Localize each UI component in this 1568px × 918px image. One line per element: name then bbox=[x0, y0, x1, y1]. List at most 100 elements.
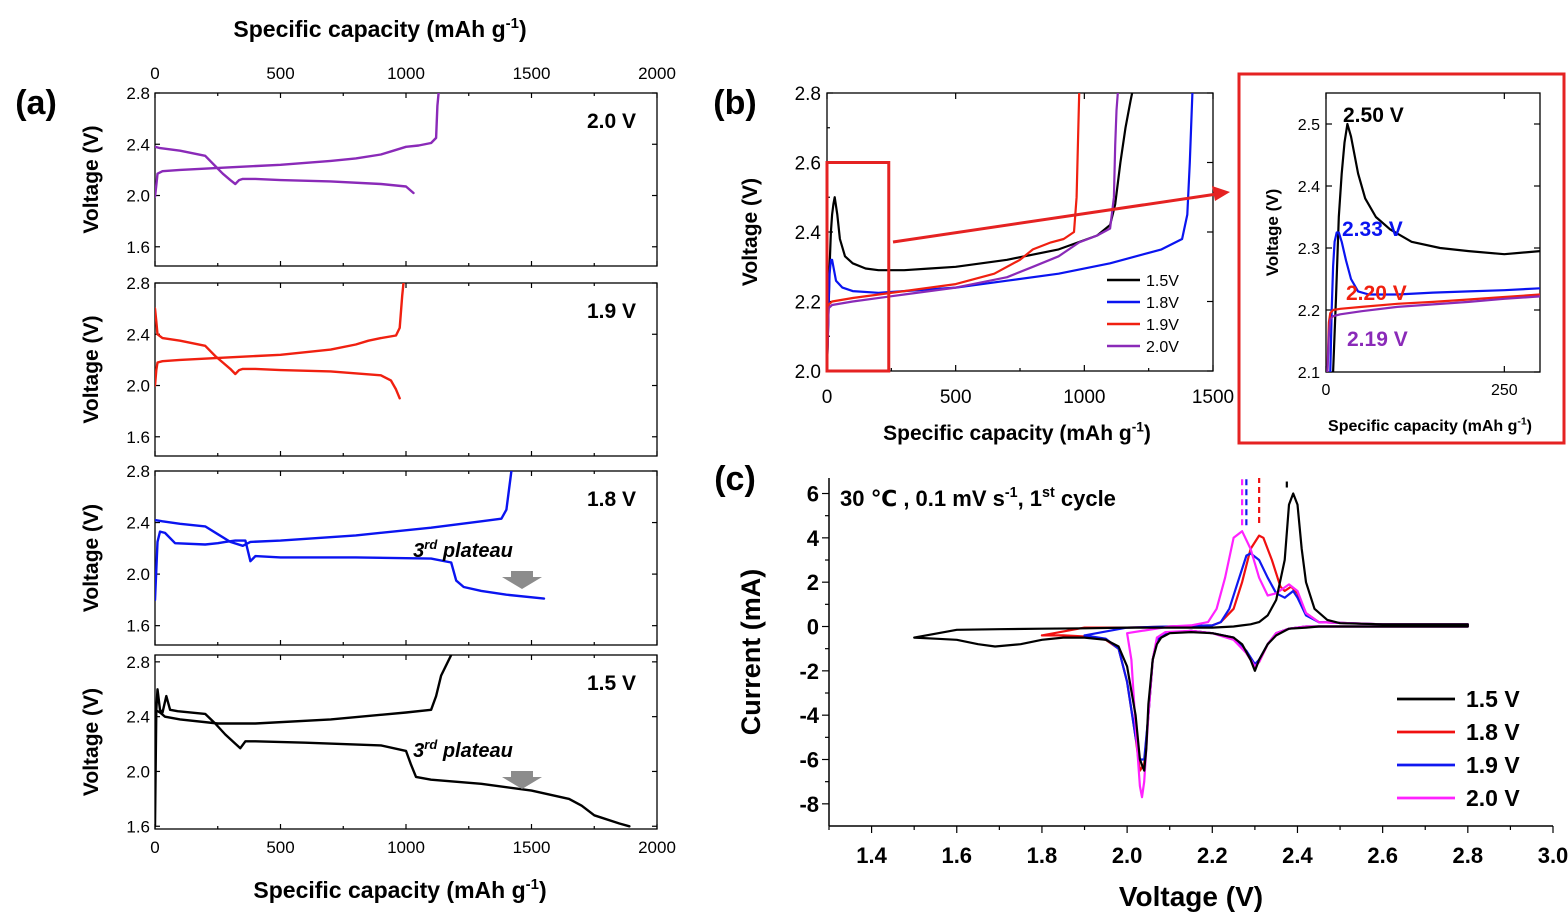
inset-x-tick-label: 250 bbox=[1491, 382, 1518, 399]
inset-frame bbox=[1237, 72, 1566, 445]
panel-a-bottom-axis-label: Specific capacity (mAh g-1) bbox=[253, 876, 546, 903]
panel-c-legend-label: 1.8 V bbox=[1466, 719, 1520, 745]
panel-c-y-tick-label: -2 bbox=[799, 659, 819, 684]
y-tick-label: 2.0 bbox=[126, 377, 150, 396]
inset-annotation: 2.19 V bbox=[1347, 328, 1408, 351]
panel-c-x-tick-label: 2.6 bbox=[1367, 843, 1398, 868]
inset-y-tick-label: 2.3 bbox=[1298, 241, 1320, 258]
inset-ylabel: Voltage (V) bbox=[1263, 189, 1282, 277]
panel-b-ylabel: Voltage (V) bbox=[739, 178, 762, 286]
panel-a-19-label: 1.9 V bbox=[587, 300, 636, 323]
panel-b-curve-1.8V bbox=[827, 93, 1194, 371]
panel-a-19-ylabel: Voltage (V) bbox=[80, 315, 103, 423]
y-tick-label: 2.8 bbox=[126, 274, 150, 293]
panel-a-bottom-tick-label: 1000 bbox=[387, 838, 425, 857]
panel-a-top-tick-label: 0 bbox=[150, 64, 159, 83]
panel-b-curve-1.9V bbox=[827, 93, 1081, 371]
y-tick-label: 2.8 bbox=[126, 462, 150, 481]
panel-b-y-tick-label: 2.6 bbox=[795, 154, 821, 175]
panel-a-15-frame bbox=[154, 654, 658, 830]
y-tick-label: 1.6 bbox=[126, 817, 150, 836]
panel-a-18-down-arrow-icon bbox=[502, 571, 542, 589]
zoom-arrow-line bbox=[892, 192, 1218, 244]
panel-a-15-ylabel: Voltage (V) bbox=[80, 688, 103, 796]
panel-a-top-tick-label: 1000 bbox=[387, 64, 425, 83]
panel-c-curve-1.9V bbox=[1083, 552, 1469, 761]
panel-c-curve-2.0V bbox=[1126, 530, 1469, 799]
panel-a-19-discharge-curve bbox=[155, 307, 401, 400]
y-tick-label: 1.6 bbox=[126, 428, 150, 447]
panel-a-15-discharge-curve bbox=[155, 688, 631, 828]
inset-annotation: 2.50 V bbox=[1343, 104, 1404, 127]
panel-c-x-tick-label: 2.2 bbox=[1197, 843, 1228, 868]
panel-b-y-tick-label: 2.2 bbox=[795, 293, 821, 314]
panel-label-b: (b) bbox=[713, 84, 756, 122]
panel-b-legend-label: 2.0V bbox=[1146, 339, 1179, 356]
panel-c-ylabel: Current (mA) bbox=[736, 569, 766, 736]
panel-c-y-tick-label: -8 bbox=[799, 792, 819, 817]
panel-c-curve-1.8V bbox=[1040, 534, 1469, 772]
panel-c-x-tick-label: 1.8 bbox=[1027, 843, 1058, 868]
panel-a-18-discharge-curve bbox=[155, 530, 546, 602]
panel-label-c: (c) bbox=[714, 460, 756, 498]
panel-a-20-charge-curve bbox=[155, 93, 440, 198]
zoom-region-box bbox=[825, 161, 891, 373]
panel-c-legend-label: 1.9 V bbox=[1466, 752, 1520, 778]
zoom-arrow-head-icon bbox=[1212, 186, 1230, 201]
inset-xlabel: Specific capacity (mAh g-1) bbox=[1328, 417, 1532, 435]
y-tick-label: 1.6 bbox=[126, 238, 150, 257]
panel-c-x-tick-label: 3.0 bbox=[1538, 843, 1568, 868]
panel-a-18-ylabel: Voltage (V) bbox=[80, 504, 103, 612]
panel-b-x-tick-label: 500 bbox=[940, 387, 972, 408]
y-tick-label: 2.0 bbox=[126, 565, 150, 584]
panel-c-y-tick-label: 6 bbox=[807, 482, 819, 507]
panel-b-legend-label: 1.5V bbox=[1146, 273, 1179, 290]
inset-y-tick-label: 2.4 bbox=[1298, 179, 1320, 196]
y-tick-label: 2.4 bbox=[126, 135, 150, 154]
panel-a-bottom-tick-label: 1500 bbox=[513, 838, 551, 857]
panel-b-curve-1.5V bbox=[827, 93, 1134, 371]
panel-a-bottom-tick-label: 500 bbox=[266, 838, 294, 857]
inset-curve-1.9V bbox=[1326, 293, 1540, 372]
panel-label-a: (a) bbox=[15, 84, 57, 122]
panel-c-curve-1.5V bbox=[913, 492, 1469, 772]
inset-annotation: 2.20 V bbox=[1346, 282, 1407, 305]
panel-c-title: 30 ℃ , 0.1 mV s-1, 1st cycle bbox=[840, 485, 1116, 511]
panel-a-15-label: 1.5 V bbox=[587, 672, 636, 695]
panel-a-15-down-arrow-icon bbox=[502, 771, 542, 789]
panel-c-x-tick-label: 1.4 bbox=[856, 843, 887, 868]
panel-a-15-annotation: 3rd plateau bbox=[413, 737, 513, 762]
panel-a-top-tick-label: 2000 bbox=[638, 64, 676, 83]
panel-c-x-tick-label: 1.6 bbox=[941, 843, 972, 868]
panel-a-18-annotation: 3rd plateau bbox=[413, 537, 513, 562]
panel-c-y-tick-label: -6 bbox=[799, 748, 819, 773]
panel-b-legend-label: 1.8V bbox=[1146, 295, 1179, 312]
inset-y-tick-label: 2.1 bbox=[1298, 365, 1320, 382]
panel-a-20-label: 2.0 V bbox=[587, 110, 636, 133]
panel-b-x-tick-label: 1000 bbox=[1063, 387, 1105, 408]
panel-a-top-axis-label: Specific capacity (mAh g-1) bbox=[233, 15, 526, 42]
panel-a-bottom-tick-label: 2000 bbox=[638, 838, 676, 857]
y-tick-label: 1.6 bbox=[126, 617, 150, 636]
panel-b-y-tick-label: 2.0 bbox=[795, 362, 821, 383]
panel-c-y-tick-label: 4 bbox=[807, 526, 820, 551]
y-tick-label: 2.0 bbox=[126, 762, 150, 781]
panel-a-15-charge-curve bbox=[155, 655, 453, 725]
panel-c-xlabel: Voltage (V) bbox=[1119, 881, 1263, 912]
inset-y-tick-label: 2.5 bbox=[1298, 117, 1320, 134]
inset-curve-1.5V bbox=[1332, 122, 1540, 372]
panel-c-x-tick-label: 2.4 bbox=[1282, 843, 1313, 868]
panel-c-y-tick-label: 0 bbox=[807, 615, 819, 640]
inset-x-tick-label: 0 bbox=[1322, 382, 1331, 399]
panel-b-xlabel: Specific capacity (mAh g-1) bbox=[883, 420, 1151, 445]
panel-c-x-tick-label: 2.0 bbox=[1112, 843, 1143, 868]
panel-a-bottom-tick-label: 0 bbox=[150, 838, 159, 857]
panel-b-legend-label: 1.9V bbox=[1146, 317, 1179, 334]
y-tick-label: 2.4 bbox=[126, 325, 150, 344]
inset-annotation: 2.33 V bbox=[1342, 218, 1403, 241]
panel-a-18-charge-curve bbox=[155, 471, 513, 547]
panel-b-x-tick-label: 1500 bbox=[1192, 387, 1234, 408]
panel-a-20-ylabel: Voltage (V) bbox=[80, 125, 103, 233]
inset-plot-frame bbox=[1325, 92, 1541, 373]
